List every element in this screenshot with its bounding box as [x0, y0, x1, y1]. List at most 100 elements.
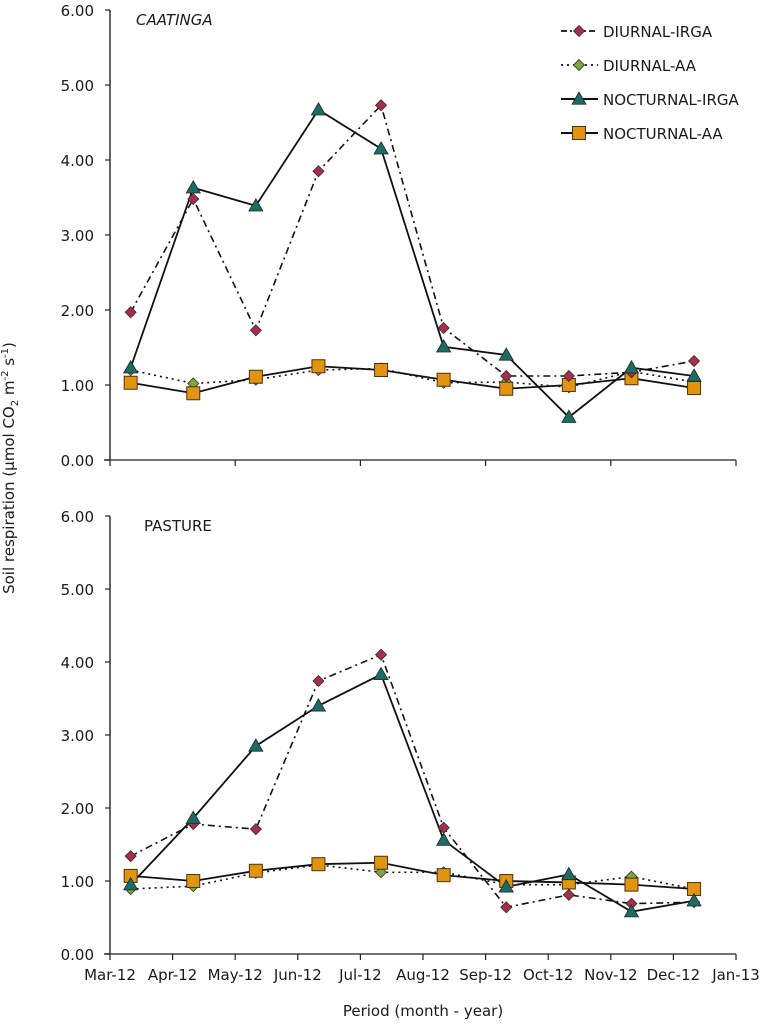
- data-point-nocturnal-aa: [436, 372, 451, 387]
- data-point-nocturnal-aa: [687, 381, 702, 395]
- data-point-nocturnal-irga: [185, 810, 201, 824]
- data-point-diurnal-irga: [124, 850, 137, 863]
- y-tick-label: 6.00: [61, 2, 94, 20]
- data-point-nocturnal-irga: [686, 892, 702, 907]
- legend-entry-diurnal-aa: DIURNAL-AA: [561, 57, 697, 75]
- series-line-nocturnal-irga: [130, 673, 695, 913]
- series-line-nocturnal-irga: [129, 108, 695, 419]
- data-point-nocturnal-irga: [498, 347, 514, 361]
- data-point-diurnal-irga: [187, 192, 200, 206]
- x-tick-label: Jul-12: [338, 966, 382, 984]
- x-tick-label: Mar-12: [84, 966, 136, 984]
- y-tick-label: 3.00: [61, 227, 94, 245]
- data-point-diurnal-irga: [249, 823, 262, 836]
- panel-title: PASTURE: [144, 517, 212, 535]
- y-tick-label: 3.00: [61, 727, 94, 745]
- data-point-nocturnal-aa: [624, 877, 639, 892]
- data-point-nocturnal-irga: [373, 140, 389, 155]
- data-point-nocturnal-aa: [311, 857, 326, 872]
- series-line-nocturnal-aa: [130, 365, 695, 395]
- data-point-nocturnal-irga: [122, 876, 139, 891]
- y-tick-label: 5.00: [61, 581, 94, 599]
- x-tick-label: Jan-13: [711, 966, 760, 984]
- panel-pasture: 0.00 1.00 2.00 3.00 4.00 5.00 6.00 Mar-12 Apr-12…: [61, 508, 760, 984]
- series-line-diurnal-irga: [129, 103, 695, 377]
- data-point-nocturnal-irga: [686, 368, 702, 382]
- data-point-nocturnal-irga: [435, 832, 452, 846]
- data-point-diurnal-irga: [374, 99, 388, 112]
- series-line-nocturnal-aa: [130, 861, 695, 890]
- legend-marker: [572, 24, 586, 38]
- data-point-nocturnal-irga: [248, 197, 264, 212]
- legend-label: NOCTURNAL-AA: [603, 125, 723, 143]
- data-point-diurnal-irga: [374, 648, 388, 661]
- y-tick-label: 0.00: [61, 946, 94, 964]
- y-tick-label: 6.00: [61, 508, 94, 526]
- x-tick-label: Nov-12: [584, 966, 637, 984]
- legend-label: NOCTURNAL-IRGA: [603, 91, 740, 109]
- data-point-diurnal-irga: [562, 888, 575, 901]
- data-point-nocturnal-irga: [310, 101, 327, 116]
- y-tick-label: 4.00: [61, 152, 94, 170]
- data-point-nocturnal-aa: [374, 855, 389, 870]
- legend-marker: [572, 126, 586, 140]
- legend-entry-nocturnal-irga: NOCTURNAL-IRGA: [561, 91, 740, 109]
- data-point-nocturnal-aa: [499, 381, 514, 396]
- y-tick-label: 1.00: [61, 873, 94, 891]
- y-tick-label: 4.00: [61, 654, 94, 672]
- legend-marker: [571, 91, 587, 105]
- data-point-diurnal-irga: [562, 369, 575, 383]
- x-tick-label: Apr-12: [148, 966, 198, 984]
- data-point-nocturnal-aa: [248, 369, 263, 384]
- x-tick-label: May-12: [208, 966, 263, 984]
- data-point-nocturnal-irga: [310, 697, 327, 712]
- data-point-nocturnal-irga: [435, 338, 452, 353]
- data-point-diurnal-irga: [687, 354, 701, 368]
- legend-label: DIURNAL-AA: [603, 57, 697, 75]
- data-point-diurnal-irga: [437, 321, 450, 335]
- x-tick-label: Sep-12: [459, 966, 512, 984]
- data-point-diurnal-irga: [500, 901, 513, 914]
- y-tick-label: 0.00: [61, 452, 94, 470]
- panel-caatinga: 0.00 1.00 2.00 3.00 4.00 5.00 6.00 CAATINGA: [61, 2, 737, 470]
- data-point-nocturnal-irga: [498, 879, 514, 893]
- legend-entry-diurnal-irga: DIURNAL-IRGA: [561, 23, 713, 41]
- y-tick-label: 1.00: [61, 377, 94, 395]
- x-tick-label: Oct-12: [523, 966, 573, 984]
- data-point-nocturnal-irga: [185, 179, 201, 194]
- x-tick-label: Aug-12: [396, 966, 450, 984]
- data-point-nocturnal-aa: [186, 874, 201, 888]
- data-point-nocturnal-irga: [248, 738, 264, 752]
- y-axis-title: Soil respiration (µmol CO2 m-2 s-1): [0, 342, 21, 594]
- data-point-nocturnal-aa: [436, 868, 451, 883]
- legend-entry-nocturnal-aa: NOCTURNAL-AA: [561, 125, 723, 143]
- data-point-diurnal-irga: [312, 674, 325, 688]
- data-point-nocturnal-irga: [561, 409, 577, 423]
- y-tick-label: 2.00: [61, 302, 94, 320]
- data-point-nocturnal-irga: [623, 359, 640, 374]
- data-point-nocturnal-aa: [186, 386, 201, 401]
- y-tick-label: 2.00: [61, 800, 94, 818]
- data-point-nocturnal-irga: [122, 359, 139, 374]
- panel-title: CAATINGA: [136, 11, 213, 29]
- y-tick-label: 5.00: [61, 77, 94, 95]
- data-point-diurnal-irga: [500, 369, 513, 383]
- data-point-nocturnal-irga: [373, 666, 389, 681]
- data-point-diurnal-irga: [124, 306, 137, 319]
- series-line-diurnal-irga: [130, 653, 695, 909]
- data-point-nocturnal-aa: [311, 359, 326, 374]
- data-point-nocturnal-aa: [123, 375, 138, 390]
- data-point-nocturnal-aa: [374, 363, 389, 377]
- data-point-nocturnal-aa: [248, 863, 263, 878]
- data-point-diurnal-irga: [249, 324, 262, 337]
- x-axis-title: Period (month - year): [343, 1002, 503, 1020]
- x-tick-label: Dec-12: [647, 966, 701, 984]
- data-point-nocturnal-irga: [561, 866, 577, 881]
- data-point-nocturnal-irga: [623, 903, 640, 918]
- series-line-diurnal-aa: [130, 367, 695, 389]
- legend-marker: [572, 58, 586, 72]
- legend-label: DIURNAL-IRGA: [603, 23, 713, 41]
- data-point-diurnal-irga: [312, 165, 325, 178]
- x-tick-label: Jun-12: [273, 966, 322, 984]
